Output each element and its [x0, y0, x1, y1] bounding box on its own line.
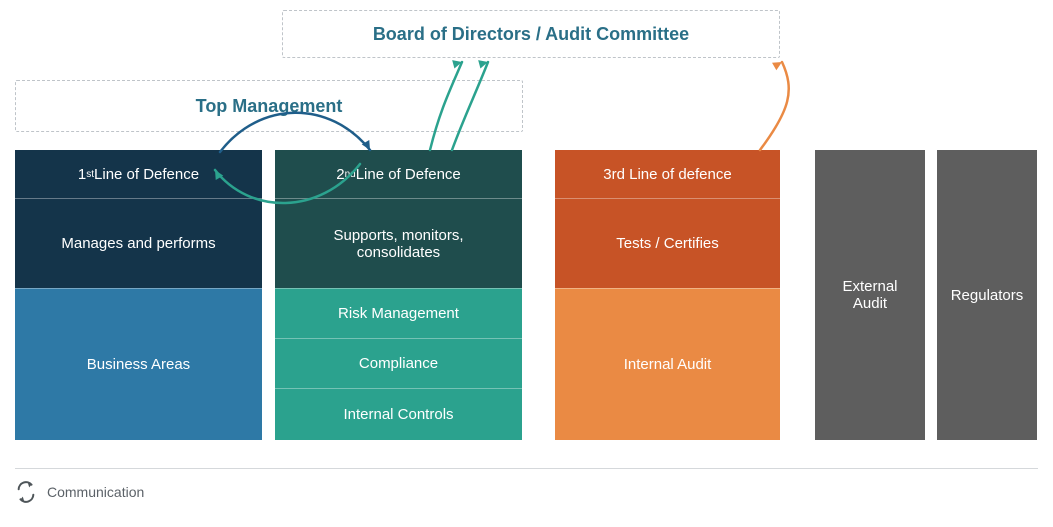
column-col5: Regulators — [937, 150, 1037, 440]
top-management-label: Top Management — [196, 96, 343, 117]
col5-cell-0: Regulators — [937, 150, 1037, 440]
top-management-box: Top Management — [15, 80, 523, 132]
col2-cell-1: Supports, monitors, consolidates — [275, 198, 522, 288]
communication-icon — [15, 481, 37, 503]
column-col4: External Audit — [815, 150, 925, 440]
col2-cell-0: 2nd Line of Defence — [275, 150, 522, 198]
column-col1: 1st Line of DefenceManages and performsB… — [15, 150, 262, 440]
col2-cell-2: Risk Management — [275, 288, 522, 338]
board-label: Board of Directors / Audit Committee — [373, 24, 689, 45]
col3-cell-0: 3rd Line of defence — [555, 150, 780, 198]
board-box: Board of Directors / Audit Committee — [282, 10, 780, 58]
col2-cell-4: Internal Controls — [275, 388, 522, 440]
column-col2: 2nd Line of DefenceSupports, monitors, c… — [275, 150, 522, 440]
col1-cell-2: Business Areas — [15, 288, 262, 440]
col1-cell-0: 1st Line of Defence — [15, 150, 262, 198]
column-col3: 3rd Line of defenceTests / CertifiesInte… — [555, 150, 780, 440]
col3-cell-2: Internal Audit — [555, 288, 780, 440]
arrow-orange — [760, 62, 789, 150]
col4-cell-0: External Audit — [815, 150, 925, 440]
communication-label: Communication — [47, 484, 144, 500]
col2-cell-3: Compliance — [275, 338, 522, 388]
footer-legend: Communication — [15, 468, 1038, 503]
col3-cell-1: Tests / Certifies — [555, 198, 780, 288]
col1-cell-1: Manages and performs — [15, 198, 262, 288]
